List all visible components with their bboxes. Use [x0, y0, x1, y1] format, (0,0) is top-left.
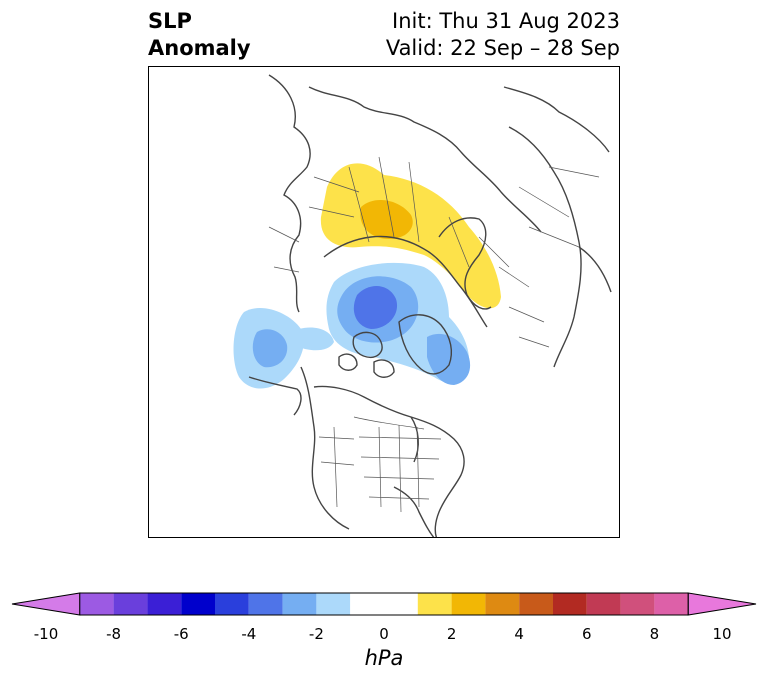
colorbar-outline [79, 592, 689, 616]
title-line-1: SLP [148, 9, 192, 33]
colorbar-tick-label: -6 [173, 625, 189, 643]
colorbar-bins [11, 592, 757, 616]
positive-anomaly-europe-outer [320, 163, 501, 309]
slp-anomaly-map [233, 74, 612, 537]
colorbar-tick-label: 6 [582, 625, 592, 643]
negative-anomaly-baffin [427, 333, 471, 385]
negative-anomaly-pacific-inner [252, 329, 288, 368]
colorbar-bin [147, 593, 182, 615]
forecast-dates: Init: Thu 31 Aug 2023 Valid: 22 Sep – 28… [386, 8, 620, 62]
coastlines [248, 74, 612, 537]
colorbar-extend-min [11, 592, 81, 616]
map-panel [148, 66, 620, 538]
negative-anomaly-arctic-inner [353, 286, 398, 329]
title-line-2: Anomaly [148, 36, 251, 60]
valid-period: Valid: 22 Sep – 28 Sep [385, 36, 620, 60]
colorbar-bin [79, 593, 114, 615]
colorbar-bin [519, 593, 553, 615]
colorbar-tick-label: -4 [241, 625, 257, 643]
colorbar-unit-label: hPa [364, 646, 404, 670]
colorbar-tick-label: -2 [308, 625, 324, 643]
colorbar-bin [181, 593, 215, 615]
colorbar-bin [417, 593, 452, 615]
init-date: Init: Thu 31 Aug 2023 [392, 9, 620, 33]
colorbar-bin [451, 593, 486, 615]
colorbar-tick-label: -8 [106, 625, 122, 643]
colorbar-bin [215, 593, 249, 615]
colorbar-bin [654, 593, 689, 615]
positive-anomaly-europe-inner [360, 200, 413, 239]
colorbar-bin [350, 593, 418, 615]
colorbar-bin [113, 593, 148, 615]
colorbar-bin [553, 593, 587, 615]
negative-anomaly-bridge [299, 327, 334, 351]
colorbar-bin [282, 593, 317, 615]
colorbar-bin [248, 593, 283, 615]
colorbar-bin [586, 593, 621, 615]
colorbar-bin [316, 593, 351, 615]
map-title: SLP Anomaly [148, 8, 251, 62]
colorbar-tick-label: 2 [446, 625, 457, 643]
colorbar-bin [485, 593, 520, 615]
anomaly-shading [233, 163, 501, 389]
colorbar-tick-label: 4 [514, 625, 524, 643]
colorbar-tick-label: 0 [379, 625, 389, 643]
colorbar-tick-label: 10 [712, 625, 732, 643]
colorbar-extend-max [687, 592, 757, 616]
colorbar-tick-label: -10 [33, 625, 59, 643]
colorbar-bin [620, 593, 655, 615]
country-borders [268, 156, 600, 513]
colorbar-tick-label: 8 [649, 625, 660, 643]
colorbar [11, 592, 757, 616]
